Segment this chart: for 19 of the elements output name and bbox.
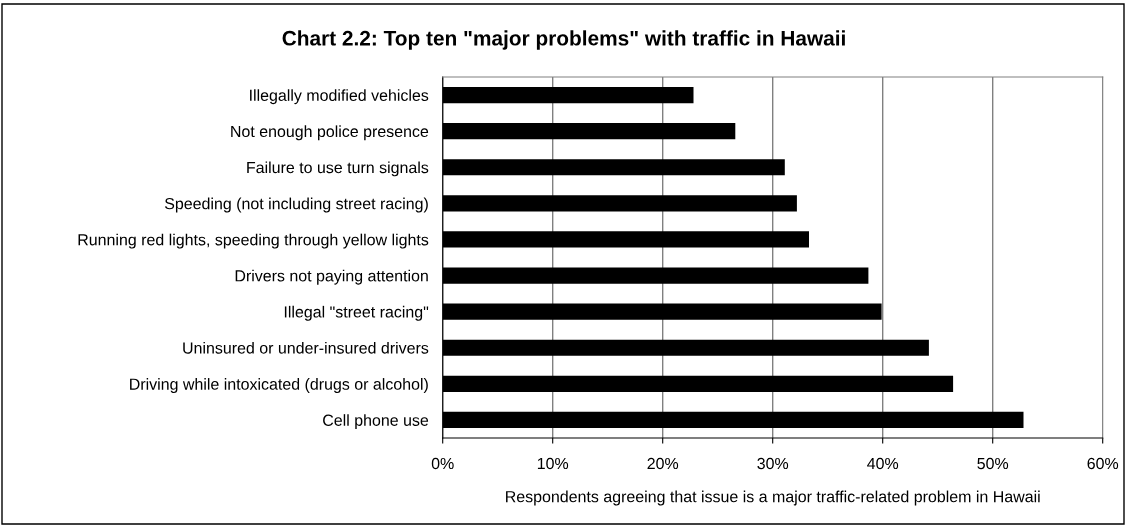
x-tick-label: 20% bbox=[647, 457, 679, 470]
y-tick-label: Running red lights, speeding through yellow lights bbox=[78, 233, 429, 249]
y-tick-label: Drivers not paying attention bbox=[235, 269, 428, 285]
chart-title: Chart 2.2: Top ten "major problems" with traffic in Hawaii bbox=[282, 30, 845, 50]
x-tick-label: 50% bbox=[977, 457, 1009, 470]
x-tick-label: 0% bbox=[431, 457, 454, 470]
y-tick-label: Driving while intoxicated (drugs or alcohol) bbox=[130, 378, 428, 393]
y-tick-label: Illegal "street racing" bbox=[284, 305, 429, 321]
y-tick-label: Cell phone use bbox=[323, 414, 429, 430]
y-tick-label: Not enough police presence bbox=[231, 125, 429, 141]
y-tick-label: Failure to use turn signals bbox=[247, 161, 429, 177]
y-tick-label: Illegally modified vehicles bbox=[250, 89, 429, 105]
y-tick-label: Speeding (not including street racing) bbox=[164, 197, 428, 213]
x-tick-label: 30% bbox=[757, 457, 789, 470]
x-tick-label: 10% bbox=[537, 457, 569, 470]
x-axis-title: Respondents agreeing that issue is a major traffic-related problem in Hawaii bbox=[506, 490, 1040, 506]
x-tick-label: 60% bbox=[1087, 457, 1119, 470]
y-tick-label: Uninsured or under-insured drivers bbox=[183, 341, 429, 354]
x-tick-label: 40% bbox=[867, 457, 899, 470]
